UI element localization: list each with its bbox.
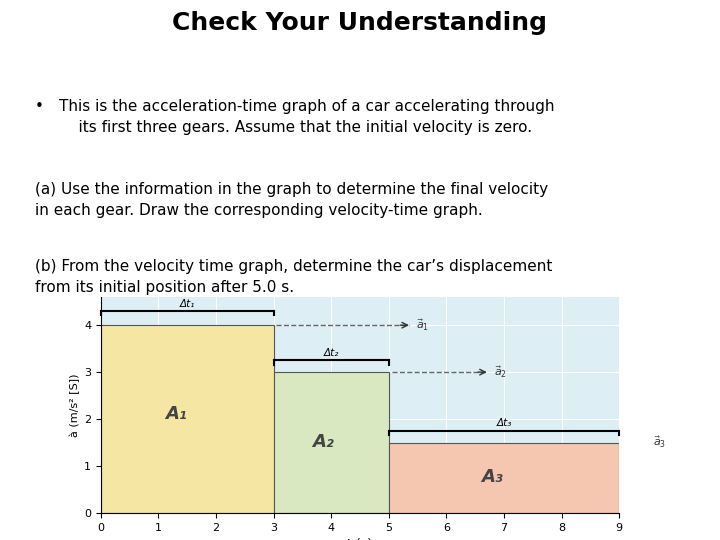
X-axis label: t (s): t (s) [348,538,372,540]
Text: This is the acceleration-time graph of a car accelerating through
    its first : This is the acceleration-time graph of a… [59,99,555,135]
Bar [389,443,619,513]
Bar [101,325,274,513]
Text: A₃: A₃ [482,469,503,487]
Text: (b) From the velocity time graph, determine the car’s displacement
from its init: (b) From the velocity time graph, determ… [35,259,552,295]
Text: $\vec{a}_3$: $\vec{a}_3$ [652,435,666,450]
Text: A₂: A₂ [312,433,333,451]
Y-axis label: à (m/s² [S]): à (m/s² [S]) [69,373,80,437]
Text: A₁: A₁ [165,405,186,423]
Text: •: • [35,99,44,114]
Text: $\vec{a}_2$: $\vec{a}_2$ [494,364,508,380]
Text: (a) Use the information in the graph to determine the final velocity
in each gea: (a) Use the information in the graph to … [35,181,548,218]
Text: $\vec{a}_1$: $\vec{a}_1$ [416,318,430,333]
Text: Δt₂: Δt₂ [323,348,339,358]
Bar [274,372,389,513]
Text: Δt₃: Δt₃ [496,418,512,428]
Text: Δt₁: Δt₁ [179,299,195,309]
Text: Check Your Understanding: Check Your Understanding [173,11,547,35]
